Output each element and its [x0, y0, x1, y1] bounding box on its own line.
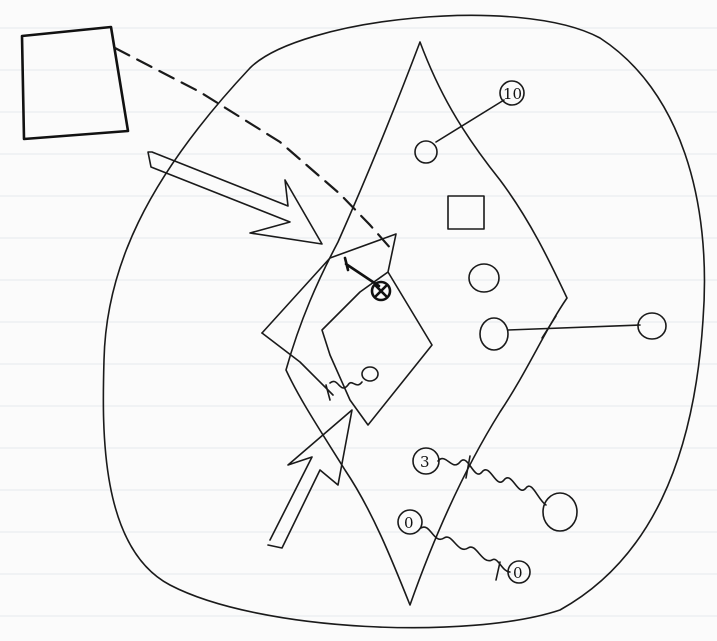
crossed-circle-icon: [370, 280, 392, 302]
marker-0-right-label: 0: [513, 564, 523, 582]
outer-cell-boundary: [102, 14, 706, 629]
wavy-tether-tick: [465, 455, 471, 479]
circle-middle: [468, 263, 500, 293]
marker-10-label: 10: [503, 85, 522, 103]
small-circle-inner: [361, 366, 379, 382]
wavy-tether-0: [420, 526, 511, 573]
inhibitor-line: [343, 256, 381, 288]
inner-square: [447, 195, 485, 230]
marker-3-label: 3: [420, 453, 430, 471]
marker-0-left-label: 0: [404, 514, 414, 532]
tether-right: [507, 324, 641, 331]
marker-circle-0-left: [397, 509, 423, 535]
circle-top: [414, 140, 438, 164]
wavy-tether-0-tick: [495, 561, 501, 581]
tether-right-tick: [541, 315, 557, 339]
circle-outside-right: [637, 312, 667, 340]
wavy-tether-3: [437, 457, 547, 506]
small-squiggle: [325, 380, 363, 401]
arrow-upper-left: [147, 151, 323, 245]
inner-folded-shape: [261, 233, 433, 426]
marker-circle-10: [499, 80, 525, 106]
crossed-circle-cross: [374, 284, 388, 298]
dashed-connector: [113, 46, 394, 252]
inner-fold-line: [261, 332, 334, 396]
circle-lower: [479, 317, 509, 351]
source-square: [20, 25, 130, 141]
circle-large-bottom: [542, 492, 578, 532]
arrow-lower-left: [267, 409, 353, 549]
marker-circle-0-right: [507, 560, 531, 584]
tether-top: [435, 99, 505, 143]
